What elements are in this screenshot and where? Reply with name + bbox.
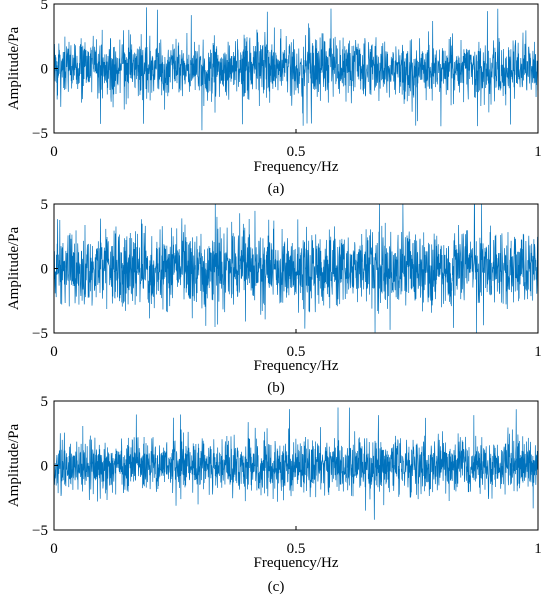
x-tick-label: 0.5 bbox=[287, 344, 306, 360]
x-tick-label: 1 bbox=[534, 344, 542, 360]
x-tick-label: 0 bbox=[50, 344, 58, 360]
y-tick-label: 0 bbox=[41, 62, 49, 78]
panel-caption: (a) bbox=[268, 181, 285, 197]
y-tick-label: 5 bbox=[41, 0, 49, 13]
x-tick-label: 0 bbox=[50, 144, 58, 160]
y-tick-label: −5 bbox=[32, 326, 48, 342]
x-axis-label: Frequency/Hz bbox=[254, 159, 339, 175]
x-axis-label: Frequency/Hz bbox=[254, 555, 339, 571]
x-tick-label: 1 bbox=[534, 541, 542, 557]
y-axis-label: Amplitude/Pa bbox=[6, 226, 22, 310]
x-tick-label: 0.5 bbox=[287, 541, 306, 557]
x-tick-label: 0 bbox=[50, 541, 58, 557]
y-tick-label: −5 bbox=[32, 126, 48, 142]
y-axis-label: Amplitude/Pa bbox=[6, 423, 22, 507]
signal-series-2-0 bbox=[54, 407, 538, 520]
y-tick-label: 0 bbox=[41, 262, 49, 278]
y-axis-label: Amplitude/Pa bbox=[6, 26, 22, 110]
y-tick-label: 0 bbox=[41, 459, 49, 475]
signal-series-0-0 bbox=[54, 7, 538, 131]
panel-caption: (b) bbox=[267, 380, 285, 396]
x-axis-label: Frequency/Hz bbox=[254, 358, 339, 374]
x-tick-label: 1 bbox=[534, 144, 542, 160]
y-tick-label: 5 bbox=[41, 394, 49, 410]
signal-series-1-0 bbox=[54, 204, 538, 333]
y-tick-label: −5 bbox=[32, 523, 48, 539]
panel-caption: (c) bbox=[268, 579, 285, 595]
y-tick-label: 5 bbox=[41, 197, 49, 213]
x-tick-label: 0.5 bbox=[287, 144, 306, 160]
